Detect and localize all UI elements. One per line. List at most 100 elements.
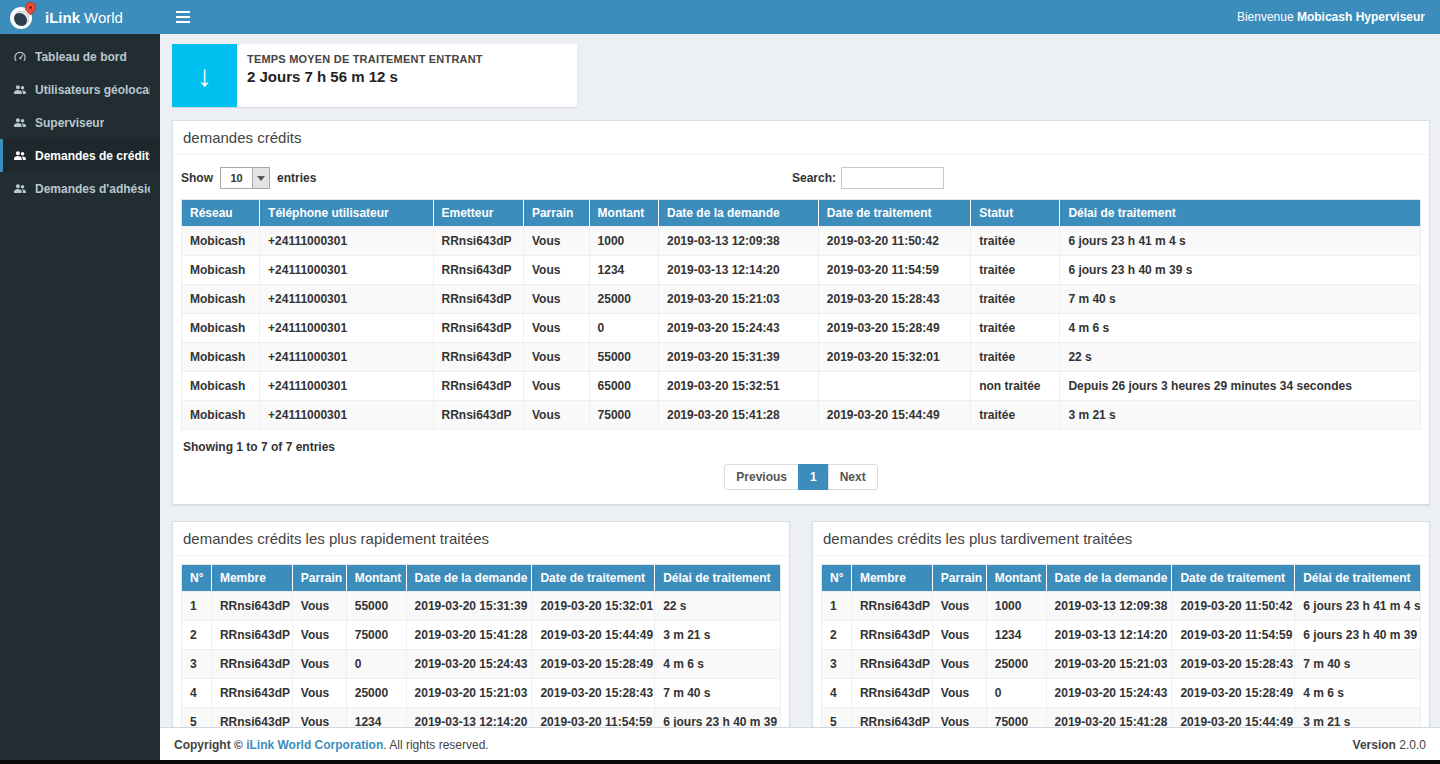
table-cell: Vous [523, 401, 589, 430]
table-row: 5RRnsi643dPVous12342019-03-13 12:14:2020… [182, 708, 781, 728]
table-cell: RRnsi643dP [433, 227, 523, 256]
column-header[interactable]: Statut [971, 200, 1060, 227]
table-row: Mobicash+24111000301RRnsi643dPVous123420… [182, 256, 1421, 285]
table-cell: 55000 [346, 592, 406, 621]
column-header[interactable]: Téléphone utilisateur [260, 200, 433, 227]
sidebar-item-utilisateurs-geolocalises[interactable]: Utilisateurs géolocalisés [0, 73, 160, 106]
table-cell: Vous [932, 650, 986, 679]
table-cell: 7 m 40 s [655, 679, 781, 708]
table-cell: RRnsi643dP [851, 679, 932, 708]
sidebar-item-label: Demandes de crédits [35, 149, 150, 163]
sidebar-item-superviseur[interactable]: Superviseur [0, 106, 160, 139]
table-cell: Vous [292, 621, 346, 650]
search-input[interactable] [841, 167, 944, 189]
table-cell: non traitée [971, 372, 1060, 401]
globe-pin-logo-icon [10, 4, 36, 30]
welcome-user-menu[interactable]: Bienvenue Mobicash Hyperviseur [1237, 10, 1425, 24]
credits-table-body: Mobicash+24111000301RRnsi643dPVous100020… [182, 227, 1421, 430]
version-label: Version [1353, 738, 1396, 752]
table-cell: RRnsi643dP [211, 592, 292, 621]
table-cell: +24111000301 [260, 343, 433, 372]
hamburger-icon[interactable] [174, 7, 192, 27]
table-header-row: N°MembreParrainMontantDate de la demande… [822, 565, 1421, 592]
column-header[interactable]: N° [822, 565, 852, 592]
column-header[interactable]: Membre [211, 565, 292, 592]
sidebar-item-label: Tableau de bord [35, 50, 127, 64]
table-cell: 2019-03-20 15:28:49 [532, 650, 655, 679]
column-header[interactable]: Date de la demande [658, 200, 818, 227]
column-header[interactable]: Date de traitement [532, 565, 655, 592]
table-cell: Vous [292, 679, 346, 708]
table-cell: 1234 [346, 708, 406, 728]
table-row: 1RRnsi643dPVous550002019-03-20 15:31:392… [182, 592, 781, 621]
column-header[interactable]: Montant [589, 200, 658, 227]
content-area: ↓ TEMPS MOYEN DE TRAITEMENT ENTRANT 2 Jo… [160, 34, 1440, 727]
table-cell: 0 [986, 679, 1046, 708]
table-cell: 2019-03-20 15:28:49 [818, 314, 970, 343]
column-header[interactable]: Emetteur [433, 200, 523, 227]
table-cell: 2019-03-20 15:28:49 [1172, 679, 1295, 708]
table-row: 4RRnsi643dPVous02019-03-20 15:24:432019-… [822, 679, 1421, 708]
table-cell: Vous [292, 592, 346, 621]
welcome-prefix: Bienvenue [1237, 10, 1297, 24]
table-cell: 7 m 40 s [1060, 285, 1421, 314]
column-header[interactable]: Parrain [932, 565, 986, 592]
sidebar-item-demandes-adhesion[interactable]: Demandes d'adhésion [0, 172, 160, 205]
page-1-button[interactable]: 1 [798, 464, 829, 490]
sidebar-item-demandes-de-credits[interactable]: Demandes de crédits [0, 139, 160, 172]
table-cell: traitée [971, 227, 1060, 256]
table-cell: 2019-03-20 15:28:43 [532, 679, 655, 708]
stat-card-label: TEMPS MOYEN DE TRAITEMENT ENTRANT [247, 53, 483, 65]
column-header[interactable]: Réseau [182, 200, 260, 227]
table-row: 3RRnsi643dPVous02019-03-20 15:24:432019-… [182, 650, 781, 679]
page-size-select[interactable]: 10 [220, 167, 270, 189]
table-cell: 2019-03-20 15:21:03 [406, 679, 532, 708]
table-row: 1RRnsi643dPVous10002019-03-13 12:09:3820… [822, 592, 1421, 621]
column-header[interactable]: N° [182, 565, 212, 592]
column-header[interactable]: Délai de traitement [1060, 200, 1421, 227]
table-cell: 2019-03-20 15:41:28 [1046, 708, 1172, 728]
sidebar-item-tableau-de-bord[interactable]: Tableau de bord [0, 40, 160, 73]
sidebar-item-label: Utilisateurs géolocalisés [35, 83, 150, 97]
column-header[interactable]: Membre [851, 565, 932, 592]
column-header[interactable]: Parrain [523, 200, 589, 227]
table-cell: 2019-03-20 15:28:43 [818, 285, 970, 314]
company-link[interactable]: iLink World Corporation [246, 738, 383, 752]
table-cell: 4 [822, 679, 852, 708]
app-window: iLinkWorld Tableau de bord Utilisateurs … [0, 0, 1440, 764]
table-cell: traitée [971, 401, 1060, 430]
table-cell: Mobicash [182, 343, 260, 372]
column-header[interactable]: Date de traitement [818, 200, 970, 227]
column-header[interactable]: Date de la demande [406, 565, 532, 592]
table-cell: 7 m 40 s [1295, 650, 1421, 679]
fastest-credits-table: N°MembreParrainMontantDate de la demande… [181, 564, 781, 727]
column-header[interactable]: Délai de traitement [1295, 565, 1421, 592]
column-header[interactable]: Date de traitement [1172, 565, 1295, 592]
table-cell [818, 372, 970, 401]
column-header[interactable]: Parrain [292, 565, 346, 592]
top-navbar: Bienvenue Mobicash Hyperviseur [160, 0, 1440, 34]
sidebar-item-label: Demandes d'adhésion [35, 182, 150, 196]
previous-page-button[interactable]: Previous [724, 464, 799, 490]
table-cell: 2019-03-20 15:31:39 [406, 592, 532, 621]
table-cell: 2019-03-13 12:14:20 [406, 708, 532, 728]
next-page-button[interactable]: Next [828, 464, 878, 490]
table-summary: Showing 1 to 7 of 7 entries [183, 440, 1419, 454]
table-cell: 2019-03-20 15:28:43 [1172, 650, 1295, 679]
table-cell: 2019-03-20 15:24:43 [658, 314, 818, 343]
copyright-suffix: . All rights reserved. [383, 738, 488, 752]
table-cell: RRnsi643dP [433, 343, 523, 372]
column-header[interactable]: Date de la demande [1046, 565, 1172, 592]
users-icon [12, 148, 27, 163]
column-header[interactable]: Montant [986, 565, 1046, 592]
table-cell: Vous [523, 256, 589, 285]
table-cell: 2019-03-13 12:14:20 [1046, 621, 1172, 650]
column-header[interactable]: Montant [346, 565, 406, 592]
table-row: Mobicash+24111000301RRnsi643dPVous550002… [182, 343, 1421, 372]
column-header[interactable]: Délai de traitement [655, 565, 781, 592]
table-cell: 0 [589, 314, 658, 343]
brand-logo[interactable]: iLinkWorld [0, 0, 160, 34]
users-icon [12, 82, 27, 97]
table-cell: 6 jours 23 h 41 m 4 s [1060, 227, 1421, 256]
table-cell: RRnsi643dP [433, 314, 523, 343]
